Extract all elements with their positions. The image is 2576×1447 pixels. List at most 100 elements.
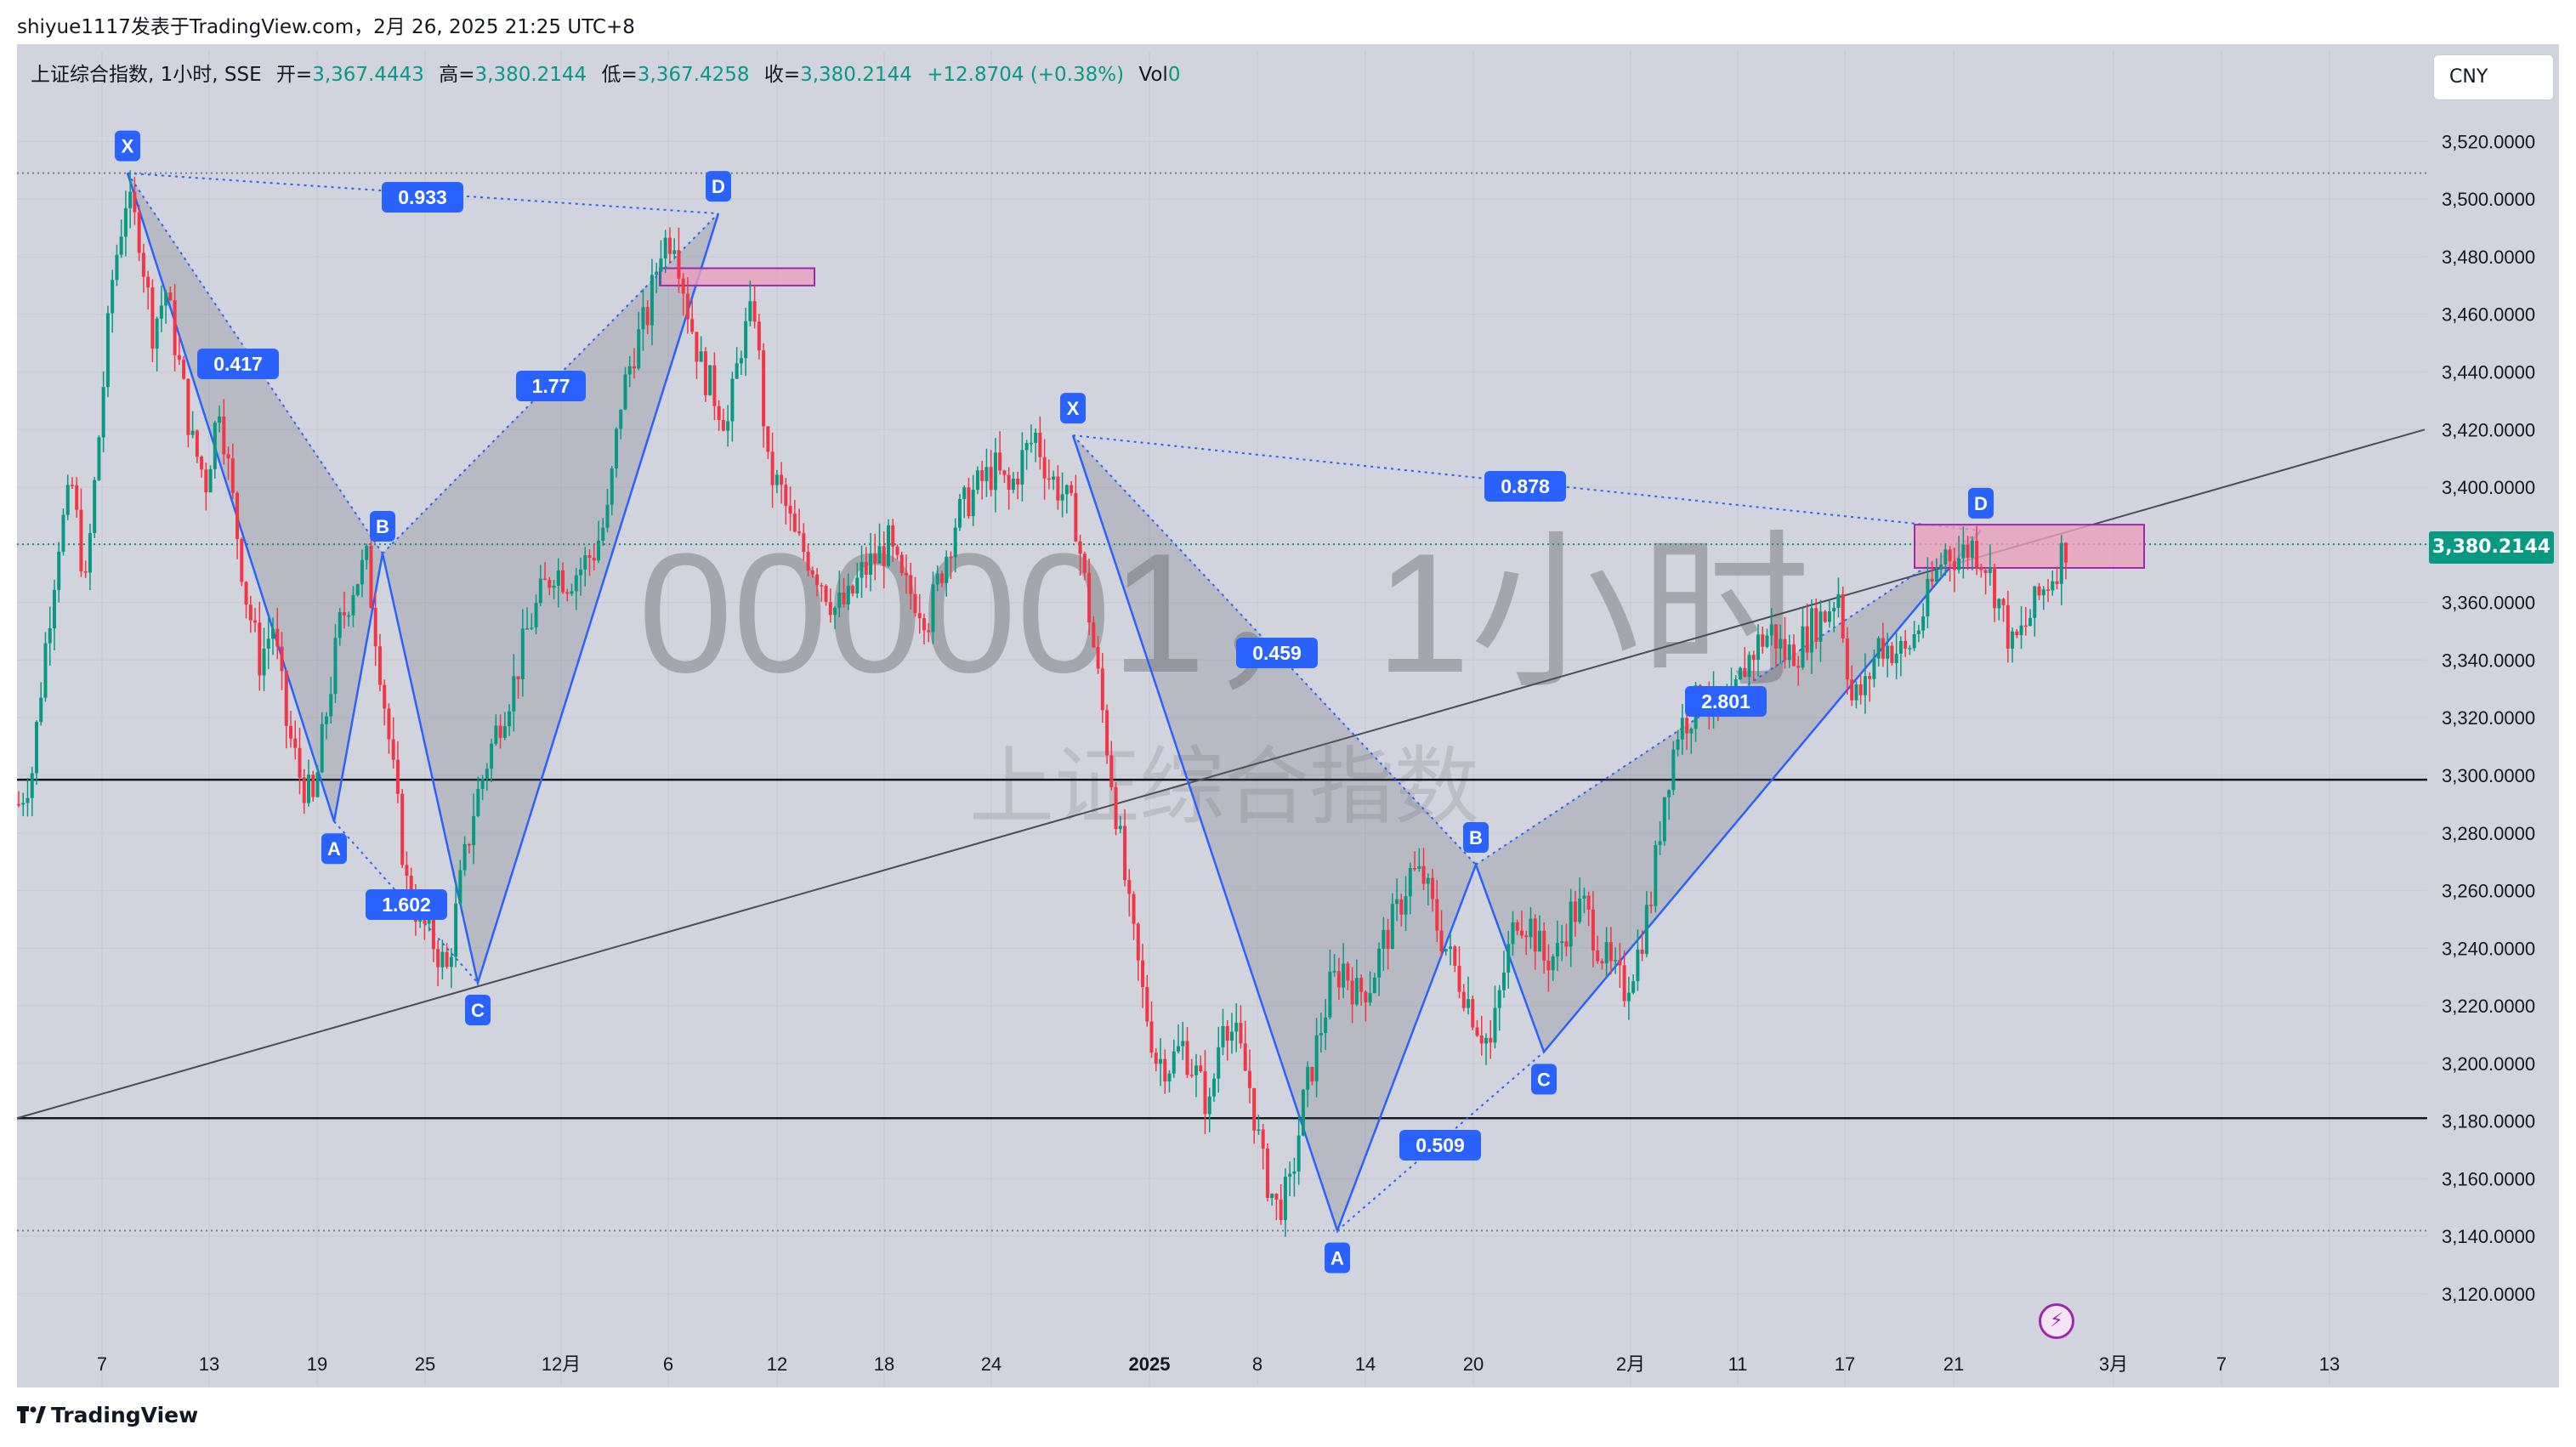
- candle-body: [1850, 679, 1854, 701]
- candle-body: [1399, 899, 1404, 915]
- candle-body: [655, 271, 659, 275]
- candle-body: [860, 562, 864, 578]
- candle-body: [445, 951, 449, 968]
- candle-body: [605, 504, 610, 528]
- candle-body: [1497, 990, 1501, 1008]
- candle-body: [190, 430, 195, 435]
- candle-body: [637, 329, 641, 369]
- candle-body: [681, 278, 685, 294]
- flash-icon[interactable]: ⚡: [2039, 1303, 2074, 1339]
- price-axis: 3,120.0000 3,140.0000 3,160.0000 3,180.0000…: [2442, 131, 2535, 1305]
- candle-body: [1016, 479, 1020, 485]
- candle-body: [757, 321, 761, 351]
- candle-body: [1306, 1067, 1310, 1090]
- candle-body: [1484, 1037, 1488, 1044]
- ratio-label: 0.459: [1252, 642, 1302, 664]
- prz-zone: [659, 267, 815, 287]
- candle-body: [1234, 1023, 1239, 1032]
- candle-body: [1034, 432, 1038, 443]
- candle-body: [1916, 630, 1921, 634]
- candle-body: [1827, 611, 1831, 622]
- candle-body: [1007, 474, 1011, 491]
- candle-body: [226, 454, 230, 459]
- candle-body: [1457, 965, 1461, 992]
- candle-body: [338, 612, 342, 638]
- candle-body: [1261, 1129, 1265, 1149]
- candle-body: [592, 558, 596, 561]
- candle-body: [271, 628, 275, 639]
- candle-body: [708, 365, 712, 395]
- candle-body: [159, 305, 163, 319]
- candle-body: [1314, 1035, 1319, 1081]
- candle-body: [1904, 640, 1908, 649]
- candle-body: [2006, 604, 2010, 649]
- chart-panel[interactable]: [17, 44, 2559, 1387]
- point-label: X: [1067, 398, 1080, 419]
- ratio-label: 0.509: [1416, 1134, 1465, 1156]
- candle-body: [1221, 1025, 1225, 1047]
- publisher-line: shiyue1117发表于TradingView.com，2月 26, 2025…: [17, 16, 635, 38]
- candle-body: [1189, 1075, 1194, 1076]
- time-tick-label: 2月: [1616, 1353, 1645, 1375]
- candle-body: [1930, 578, 1934, 582]
- candle-body: [2046, 589, 2051, 591]
- time-tick-label: 8: [1252, 1353, 1262, 1375]
- price-tick-label: 3,200.0000: [2442, 1053, 2535, 1075]
- currency-button[interactable]: CNY: [2433, 54, 2554, 100]
- candle-body: [258, 622, 262, 676]
- candle-body: [146, 276, 150, 288]
- candle-body: [1395, 899, 1399, 905]
- candle-body: [828, 602, 832, 616]
- candle-body: [1096, 647, 1100, 669]
- point-label-box: [321, 833, 347, 865]
- candle-body: [998, 452, 1002, 471]
- grid-lines: [17, 51, 2427, 1386]
- time-tick-label: 2025: [1129, 1353, 1171, 1375]
- candle-body: [1149, 1021, 1154, 1053]
- candle-body: [2064, 542, 2068, 563]
- candle-body: [770, 451, 775, 485]
- candle-body: [1819, 611, 1823, 642]
- candle-body: [1921, 616, 1926, 631]
- candle-body: [945, 556, 949, 583]
- time-tick-label: 13: [2319, 1353, 2340, 1375]
- candle-body: [208, 468, 213, 493]
- candle-body: [1118, 826, 1122, 830]
- candle-body: [730, 378, 735, 422]
- candle-body: [1841, 594, 1845, 639]
- candle-body: [1582, 895, 1586, 899]
- time-tick-label: 21: [1943, 1353, 1964, 1375]
- candle-body: [383, 684, 387, 709]
- candle-body: [373, 607, 377, 647]
- candle-body: [1453, 946, 1457, 966]
- candle-body: [204, 469, 208, 493]
- ratio-label-box: [197, 349, 279, 379]
- candle-body: [1078, 541, 1082, 554]
- candle-body: [935, 573, 939, 585]
- candle-body: [1988, 567, 1992, 574]
- candle-body: [355, 584, 360, 596]
- candle-body: [1408, 868, 1412, 897]
- candle-body: [1413, 868, 1417, 870]
- candle-body: [815, 574, 820, 586]
- candle-body: [1421, 865, 1426, 884]
- candle-body: [2041, 589, 2045, 596]
- footer-brand[interactable]: TradingView: [17, 1403, 198, 1427]
- candle-body: [1382, 929, 1386, 949]
- candle-body: [846, 586, 850, 604]
- candle-body: [1591, 909, 1595, 950]
- candle-body: [1052, 476, 1056, 480]
- candle-body: [21, 803, 26, 805]
- candle-body: [927, 630, 931, 633]
- candle-body: [311, 775, 315, 797]
- candle-body: [1747, 655, 1751, 678]
- candle-body: [1310, 1067, 1314, 1081]
- candle-body: [1667, 790, 1671, 797]
- ratio-label-box: [382, 182, 463, 213]
- candle-body: [614, 428, 618, 468]
- candle-body: [1426, 877, 1430, 884]
- candle-body: [833, 607, 837, 616]
- candle-body: [1274, 1194, 1279, 1200]
- candle-body: [1569, 901, 1573, 947]
